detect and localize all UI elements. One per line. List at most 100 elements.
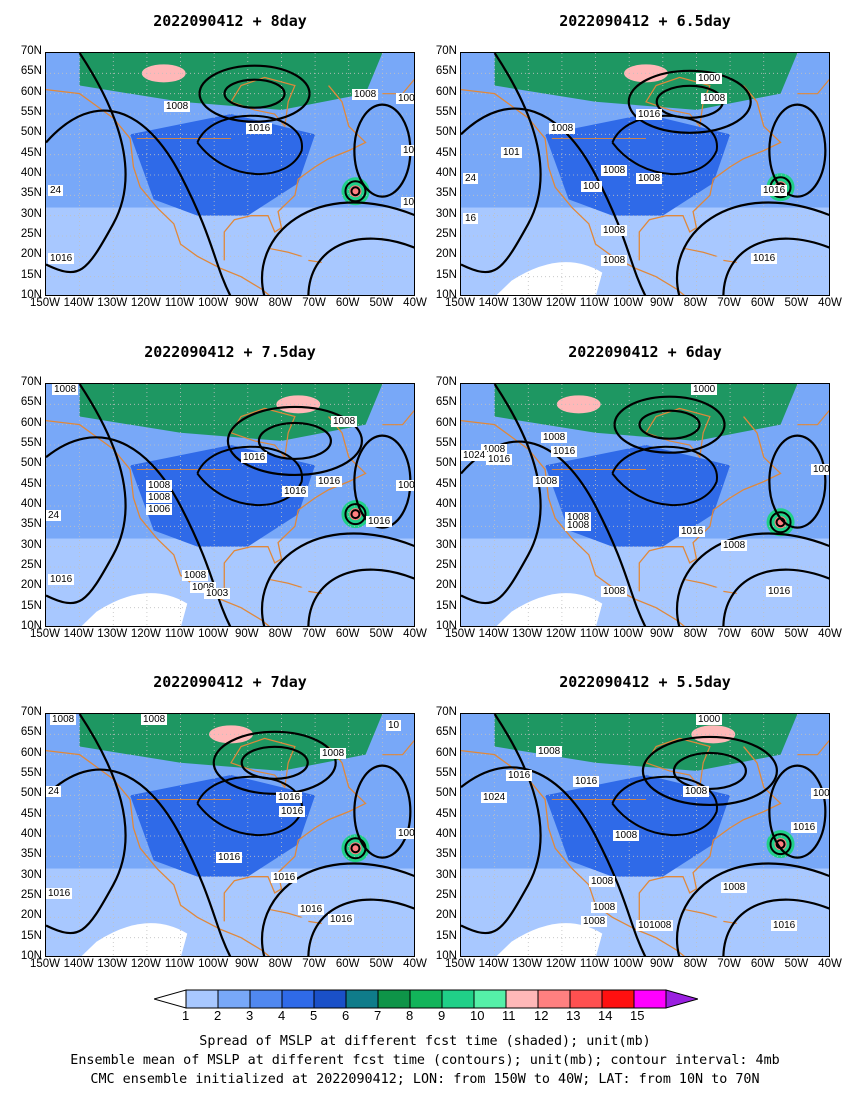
isobar-contour xyxy=(344,503,367,526)
contour-label: 1008 xyxy=(52,384,79,395)
longitude-tick-label: 50W xyxy=(784,628,809,640)
longitude-tick-label: 50W xyxy=(784,958,809,970)
colorbar-tick-label: 3 xyxy=(246,1008,254,1023)
isobar-contour xyxy=(768,764,827,859)
longitude-tick-label: 100W xyxy=(198,297,229,309)
longitude-tick-label: 100W xyxy=(198,628,229,640)
tropical-shading xyxy=(46,207,414,295)
latitude-tick-label: 25N xyxy=(435,559,457,571)
contour-label: 1008 xyxy=(536,746,563,757)
contour-label: 10 xyxy=(401,197,415,208)
colorbar-tick-label: 10 xyxy=(470,1008,485,1023)
latitude-tick-label: 35N xyxy=(20,518,42,531)
latitude-tick-label: 10N xyxy=(435,950,457,962)
latitude-tick-label: 65N xyxy=(435,396,457,409)
longitude-tick-label: 130W xyxy=(97,958,128,970)
longitude-tick-label: 70W xyxy=(717,297,741,309)
isobar-contour xyxy=(775,839,786,850)
contour-label: 24 xyxy=(46,786,62,797)
arctic-spread-maximum xyxy=(141,64,186,83)
longitude-tick-label: 40W xyxy=(403,958,427,970)
contour-label: 1016 xyxy=(751,253,778,264)
latitude-tick-label: 45N xyxy=(20,477,42,490)
contour-label: 1000 xyxy=(691,384,718,395)
colorbar-lower-extension xyxy=(154,989,187,1009)
longitude-tick-label: 40W xyxy=(818,958,842,970)
latitude-tick-label: 45N xyxy=(20,146,42,159)
latitude-tick-label: 40N xyxy=(435,828,457,840)
latitude-tick-label: 30N xyxy=(435,207,457,220)
contour-label: 1016 xyxy=(486,454,513,465)
low-spread-area xyxy=(496,923,603,956)
contour-label: 1016 xyxy=(279,806,306,817)
contour-label: 1016 xyxy=(366,516,393,527)
hudson-bay-coastline xyxy=(230,407,296,459)
colorbar-tick-label: 7 xyxy=(374,1008,382,1023)
isobar-contour xyxy=(611,775,718,837)
isobar-contour xyxy=(46,384,127,605)
isobar-contour xyxy=(676,862,829,956)
longitude-tick-label: 80W xyxy=(683,297,708,309)
colorbar-swatch xyxy=(537,989,571,1009)
longitude-tick-label: 100W xyxy=(613,297,644,309)
longitude-tick-label: 100W xyxy=(613,628,644,640)
longitude-tick-label: 100W xyxy=(613,958,644,970)
latitude-tick-label: 50N xyxy=(20,787,42,800)
longitude-tick-label: 130W xyxy=(512,958,543,970)
latitude-tick-label: 70N xyxy=(20,706,42,718)
contour-label: 1008 xyxy=(581,916,608,927)
longitude-tick-label: 50W xyxy=(369,297,394,309)
map-canvas xyxy=(46,384,414,626)
longitude-tick-label: 70W xyxy=(302,628,326,640)
contour-label: 1008 xyxy=(141,714,168,725)
latitude-tick-label: 35N xyxy=(435,848,457,861)
latitude-tick-label: 60N xyxy=(20,85,42,98)
longitude-tick-label: 150W xyxy=(29,628,61,640)
hudson-bay-coastline xyxy=(230,737,296,789)
isobar-contour xyxy=(344,837,367,860)
longitude-tick-label: 110W xyxy=(164,958,195,970)
panel-title: 2022090412 + 6.5day xyxy=(559,12,731,30)
longitude-tick-label: 90W xyxy=(234,297,259,309)
latitude-tick-label: 30N xyxy=(20,868,42,881)
contour-label: 24 xyxy=(463,173,479,184)
colorbar-tick-label: 1 xyxy=(182,1008,190,1023)
contour-label: 1016 xyxy=(216,852,243,863)
longitude-tick-label: 80W xyxy=(683,958,708,970)
latitude-tick-label: 55N xyxy=(20,767,42,779)
longitude-tick-label: 90W xyxy=(649,958,674,970)
latitude-tick-label: 25N xyxy=(20,889,42,901)
isobar-contour xyxy=(212,730,337,795)
longitude-tick-label: 80W xyxy=(683,628,708,640)
latitude-tick-label: 65N xyxy=(435,726,457,739)
contour-label: 1016 xyxy=(46,888,73,899)
atlantic-coastline xyxy=(638,416,782,592)
arctic-spread-maximum xyxy=(556,395,601,414)
latitude-tick-label: 15N xyxy=(20,599,42,612)
low-spread-area xyxy=(81,593,188,626)
contour-label: 1008 xyxy=(146,492,173,503)
longitude-tick-label: 70W xyxy=(302,297,326,309)
colorbar-swatch xyxy=(313,989,347,1009)
contour-label: 1008 xyxy=(701,93,728,104)
contour-label: 1000 xyxy=(696,73,723,84)
map-canvas xyxy=(46,714,414,956)
caption-shading: Spread of MSLP at different fcst time (s… xyxy=(199,1034,651,1049)
isobar-contour xyxy=(461,714,542,935)
longitude-tick-label: 140W xyxy=(478,958,509,970)
contour-label: 24 xyxy=(46,510,62,521)
greenland-coastline xyxy=(797,739,829,756)
isobar-contour xyxy=(627,69,752,134)
latitude-tick-label: 65N xyxy=(20,726,42,739)
isobar-contour xyxy=(676,201,829,295)
longitude-tick-label: 100W xyxy=(198,958,229,970)
contour-label: 1008 xyxy=(533,476,560,487)
longitude-tick-label: 50W xyxy=(784,297,809,309)
latitude-tick-label: 50N xyxy=(435,457,457,470)
longitude-tick-label: 50W xyxy=(369,958,394,970)
longitude-tick-label: 50W xyxy=(369,628,394,640)
colorbar-tick-label: 11 xyxy=(502,1008,516,1023)
latitude-tick-label: 50N xyxy=(20,126,42,139)
longitude-tick-label: 140W xyxy=(63,628,94,640)
latitude-tick-label: 60N xyxy=(435,746,457,759)
